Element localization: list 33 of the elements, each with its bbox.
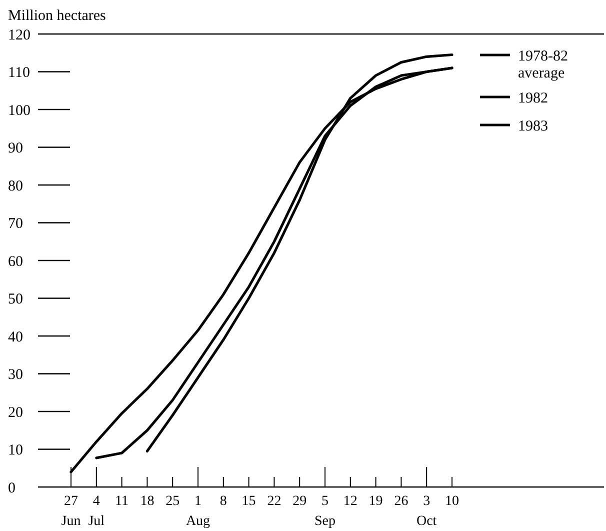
x-tick-label: 10	[445, 494, 459, 509]
y-tick-label: 20	[8, 404, 23, 421]
legend-label: 1983	[518, 118, 548, 134]
y-tick-label: 30	[8, 367, 23, 383]
x-tick-label: 4 Jul	[88, 494, 105, 529]
y-tick-label: 70	[8, 216, 23, 232]
x-tick-label: 26	[394, 494, 408, 509]
x-tick-label: 3 Oct	[416, 494, 437, 529]
y-tick-label: 50	[8, 292, 23, 308]
x-tick-label: 8	[220, 494, 227, 509]
x-tick-label: 18	[140, 494, 154, 509]
y-tick-label: 90	[8, 140, 23, 156]
y-tick-label: 40	[8, 329, 23, 346]
y-axis-title: Million hectares	[8, 8, 106, 24]
legend-label: 1982	[518, 90, 548, 106]
y-tick-label: 0	[8, 480, 16, 496]
y-tick-label: 10	[8, 442, 23, 458]
x-tick-label: 5 Sep	[314, 494, 336, 529]
y-tick-label: 80	[8, 178, 23, 194]
x-tick-label: 19	[368, 494, 383, 509]
y-tick-label: 60	[8, 254, 23, 270]
x-tick-label: 12	[343, 494, 358, 509]
x-tick-label: 27 Jun	[61, 494, 81, 529]
legend-label: 1978-82 average	[518, 48, 568, 82]
x-tick-label: 25	[166, 494, 180, 509]
y-tick-label: 110	[8, 65, 30, 81]
x-tick-label: 15	[242, 494, 256, 509]
x-tick-label: 22	[267, 494, 282, 509]
y-tick-label: 120	[8, 27, 30, 44]
x-tick-label: 11	[115, 494, 129, 509]
x-tick-label: 1 Aug	[186, 494, 210, 529]
x-tick-label: 29	[292, 494, 307, 509]
y-tick-label: 100	[8, 102, 30, 119]
